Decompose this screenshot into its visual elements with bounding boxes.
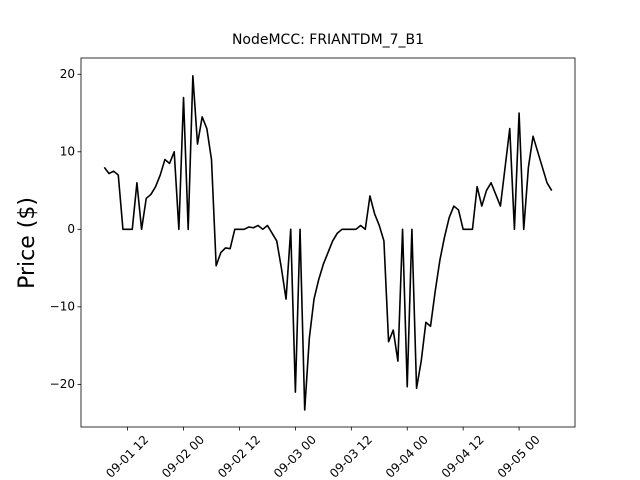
y-tick-label: 0: [67, 222, 75, 236]
y-tick-label: 10: [60, 144, 75, 158]
y-axis-label: Price ($): [15, 197, 40, 289]
x-tick-label: 09-02 12: [215, 433, 263, 480]
x-tick-label: 09-01 12: [103, 433, 151, 480]
y-tick-label: 20: [60, 67, 75, 81]
y-tick-label: −20: [50, 377, 75, 391]
chart-title: NodeMCC: FRIANTDM_7_B1: [232, 32, 424, 48]
x-tick-label: 09-03 00: [271, 433, 319, 480]
y-tick-label: −10: [50, 299, 75, 313]
x-tick-label: 09-03 12: [327, 433, 375, 480]
plot-frame: [80, 57, 576, 428]
x-tick-label: 09-04 00: [383, 433, 431, 480]
x-tick-label: 09-04 12: [439, 433, 487, 480]
x-tick-label: 09-02 00: [159, 433, 207, 480]
x-tick-label: 09-05 00: [495, 433, 543, 480]
price-line: [103, 75, 553, 411]
